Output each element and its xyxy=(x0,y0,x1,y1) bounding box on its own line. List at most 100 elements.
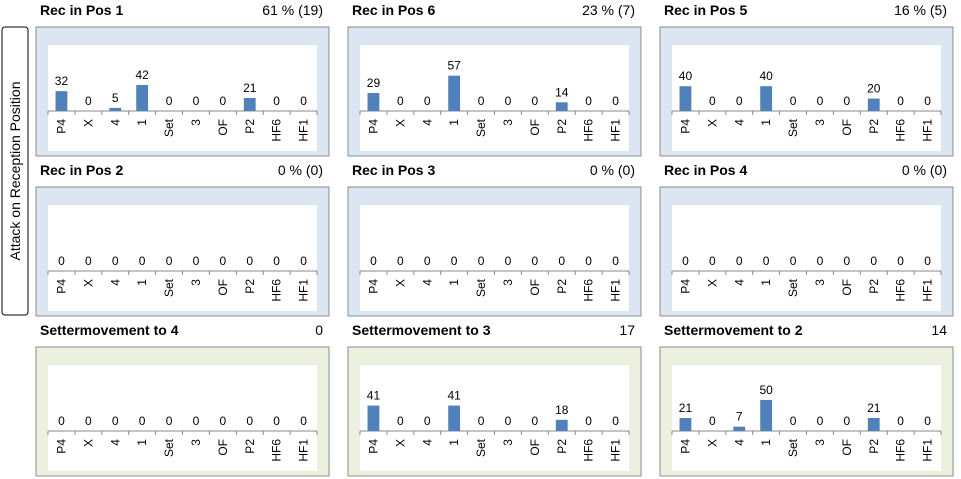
chart-summary: 14 xyxy=(931,322,947,338)
category-label: X xyxy=(81,279,95,287)
bar xyxy=(55,91,68,111)
chart-title: Rec in Pos 3 xyxy=(352,162,435,178)
value-label: 0 xyxy=(397,94,404,108)
category-label: X xyxy=(393,279,407,287)
value-label: 41 xyxy=(447,389,461,403)
value-label: 0 xyxy=(790,414,797,428)
category-label: P2 xyxy=(555,279,569,294)
category-label: HF1 xyxy=(921,439,935,462)
value-label: 0 xyxy=(58,254,65,268)
value-label: 0 xyxy=(844,254,851,268)
bar xyxy=(867,98,880,111)
value-label: 0 xyxy=(532,414,539,428)
category-label: HF1 xyxy=(297,439,311,462)
chart-summary: 0 % (0) xyxy=(590,162,635,178)
category-label: P2 xyxy=(243,279,257,294)
category-label: 3 xyxy=(813,119,827,126)
value-label: 0 xyxy=(397,414,404,428)
bar xyxy=(448,405,461,431)
category-label: 4 xyxy=(732,439,746,446)
category-label: OF xyxy=(528,439,542,456)
bar xyxy=(448,75,461,111)
value-label: 0 xyxy=(85,94,92,108)
category-label: Set xyxy=(162,118,176,137)
value-label: 0 xyxy=(300,414,307,428)
value-label: 0 xyxy=(736,254,743,268)
category-label: HF6 xyxy=(894,279,908,302)
category-label: X xyxy=(81,119,95,127)
value-label: 0 xyxy=(58,414,65,428)
category-label: HF6 xyxy=(270,439,284,462)
chart-title: Rec in Pos 6 xyxy=(352,2,435,18)
category-label: P4 xyxy=(54,439,68,454)
category-label: P4 xyxy=(54,119,68,134)
value-label: 32 xyxy=(55,74,69,88)
category-label: P2 xyxy=(867,119,881,134)
value-label: 0 xyxy=(817,94,824,108)
category-label: HF1 xyxy=(609,119,623,142)
category-label: 1 xyxy=(135,439,149,446)
category-label: HF1 xyxy=(921,279,935,302)
value-label: 0 xyxy=(370,254,377,268)
value-label: 0 xyxy=(709,414,716,428)
category-label: 4 xyxy=(732,279,746,286)
value-label: 0 xyxy=(193,414,200,428)
category-label: 1 xyxy=(447,119,461,126)
category-label: Set xyxy=(474,438,488,457)
chart-title: Rec in Pos 2 xyxy=(40,162,123,178)
chart-title: Rec in Pos 1 xyxy=(40,2,123,18)
category-label: 3 xyxy=(501,119,515,126)
value-label: 0 xyxy=(424,254,431,268)
category-label: 4 xyxy=(732,119,746,126)
category-label: HF1 xyxy=(297,279,311,302)
category-label: HF1 xyxy=(921,119,935,142)
value-label: 0 xyxy=(397,254,404,268)
value-label: 0 xyxy=(709,94,716,108)
value-label: 0 xyxy=(870,254,877,268)
category-label: HF6 xyxy=(270,119,284,142)
value-label: 40 xyxy=(679,69,693,83)
chart-summary: 61 % (19) xyxy=(262,2,323,18)
value-label: 0 xyxy=(478,254,485,268)
value-label: 0 xyxy=(139,254,146,268)
value-label: 0 xyxy=(273,254,280,268)
category-label: P2 xyxy=(867,439,881,454)
category-label: P4 xyxy=(678,279,692,294)
value-label: 0 xyxy=(193,254,200,268)
value-label: 0 xyxy=(817,254,824,268)
value-label: 21 xyxy=(867,401,881,415)
bar xyxy=(760,86,773,111)
bar xyxy=(760,400,773,431)
bar xyxy=(679,86,692,111)
category-label: P4 xyxy=(678,119,692,134)
category-label: 3 xyxy=(813,279,827,286)
value-label: 0 xyxy=(532,94,539,108)
value-label: 0 xyxy=(585,254,592,268)
value-label: 0 xyxy=(112,254,119,268)
value-label: 18 xyxy=(555,403,569,417)
value-label: 41 xyxy=(367,389,381,403)
value-label: 0 xyxy=(139,414,146,428)
value-label: 0 xyxy=(220,94,227,108)
category-label: HF6 xyxy=(582,439,596,462)
category-label: 4 xyxy=(108,439,122,446)
category-label: X xyxy=(393,439,407,447)
bar xyxy=(109,107,122,111)
category-label: 3 xyxy=(501,279,515,286)
chart-summary: 0 xyxy=(315,322,323,338)
category-label: HF6 xyxy=(894,439,908,462)
chart-title: Settermovement to 3 xyxy=(352,322,491,338)
value-label: 0 xyxy=(273,414,280,428)
value-label: 21 xyxy=(243,81,257,95)
category-label: 4 xyxy=(108,279,122,286)
value-label: 0 xyxy=(193,94,200,108)
category-label: OF xyxy=(216,439,230,456)
value-label: 0 xyxy=(924,94,931,108)
value-label: 0 xyxy=(763,254,770,268)
value-label: 0 xyxy=(709,254,716,268)
category-label: P2 xyxy=(555,119,569,134)
plot-area xyxy=(672,45,941,151)
category-label: 4 xyxy=(108,119,122,126)
category-label: X xyxy=(81,439,95,447)
